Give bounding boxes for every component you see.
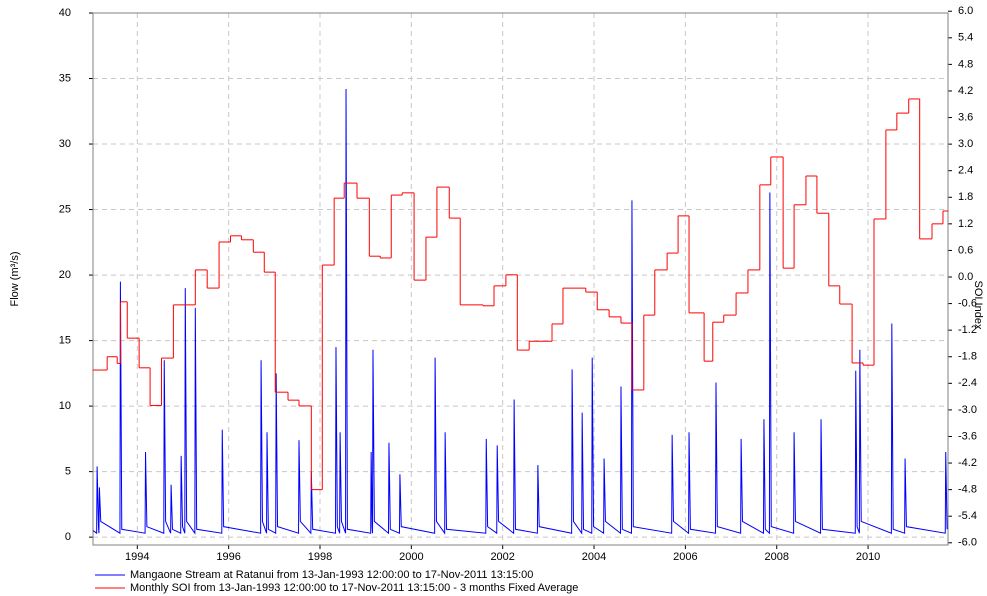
y2-tick-label: 3.0 — [958, 138, 973, 150]
x-tick-label: 2008 — [764, 551, 788, 563]
y2-tick-label: 1.8 — [958, 191, 973, 203]
y-tick-label: 30 — [59, 138, 71, 150]
y-tick-label: 20 — [59, 269, 71, 281]
x-tick-label: 1996 — [216, 551, 240, 563]
legend-label: Mangaone Stream at Ratanui from 13-Jan-1… — [130, 569, 533, 581]
y2-tick-label: -3.6 — [958, 430, 977, 442]
y-tick-label: 10 — [59, 400, 71, 412]
x-tick-label: 1994 — [125, 551, 149, 563]
y2-tick-label: -5.4 — [958, 510, 977, 522]
y-tick-label: 35 — [59, 72, 71, 84]
y2-tick-label: 1.2 — [958, 218, 973, 230]
y2-tick-label: -2.4 — [958, 377, 977, 389]
legend-label: Monthly SOI from 13-Jan-1993 12:00:00 to… — [130, 582, 578, 594]
y2-tick-label: 4.2 — [958, 85, 973, 97]
y2-tick-label: -3.0 — [958, 404, 977, 416]
y2-tick-label: 4.8 — [958, 58, 973, 70]
y2-tick-label: -4.8 — [958, 484, 977, 496]
y-tick-label: 15 — [59, 334, 71, 346]
y2-tick-label: 5.4 — [958, 32, 973, 44]
x-tick-label: 2004 — [582, 551, 606, 563]
y2-tick-label: 3.6 — [958, 111, 973, 123]
y2-tick-label: 0.6 — [958, 244, 973, 256]
y2-tick-label: 6.0 — [958, 5, 973, 17]
y2-tick-label: 2.4 — [958, 165, 973, 177]
y-tick-label: 5 — [65, 466, 71, 478]
y2-axis-label: SOI Index — [972, 281, 984, 330]
flow-line — [92, 88, 948, 535]
x-tick-label: 2002 — [490, 551, 514, 563]
x-tick-label: 2000 — [399, 551, 423, 563]
y-tick-label: 0 — [65, 531, 71, 543]
x-tick-label: 2010 — [856, 551, 880, 563]
plot-frame — [92, 12, 949, 546]
y-tick-label: 25 — [59, 203, 71, 215]
y2-tick-label: -1.2 — [958, 324, 977, 336]
y-axis-label: Flow (m³/s) — [9, 252, 21, 307]
y2-tick-label: -4.2 — [958, 457, 977, 469]
y2-tick-label: -6.0 — [958, 537, 977, 549]
y-tick-label: 40 — [59, 7, 71, 19]
x-tick-label: 1998 — [308, 551, 332, 563]
y2-tick-label: -1.8 — [958, 351, 977, 363]
y2-tick-label: 0.0 — [958, 271, 973, 283]
y2-tick-label: -0.6 — [958, 297, 977, 309]
x-tick-label: 2006 — [673, 551, 697, 563]
